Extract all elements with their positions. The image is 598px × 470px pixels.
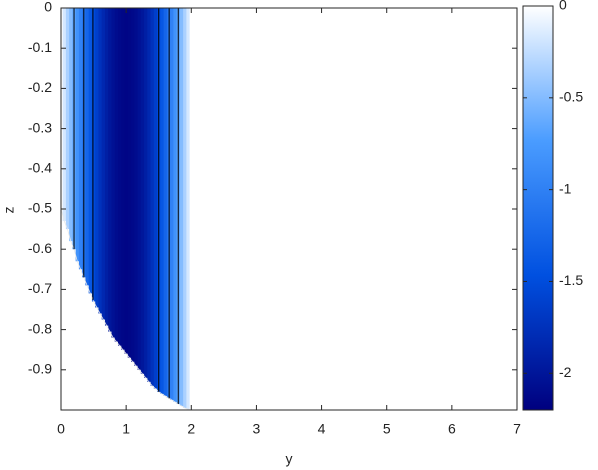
x-tick-label: 4 <box>318 421 326 437</box>
x-tick-label: 3 <box>253 421 261 437</box>
x-tick-label: 5 <box>383 421 391 437</box>
heat-cell <box>124 8 129 354</box>
x-tick-label: 1 <box>122 421 130 437</box>
heat-cell <box>173 8 178 402</box>
heat-cell <box>131 8 135 362</box>
x-tick-label: 0 <box>57 421 65 437</box>
heat-cell <box>98 8 103 314</box>
heat-cell <box>144 8 148 378</box>
heat-cell <box>186 8 191 410</box>
heat-cell <box>62 8 67 222</box>
heat-cell <box>61 8 64 209</box>
x-axis-label: y <box>286 451 293 467</box>
y-tick-label: -0.7 <box>28 280 52 296</box>
heat-cell <box>78 8 83 270</box>
y-tick-label: -0.5 <box>28 200 52 216</box>
heat-cell <box>75 8 80 262</box>
y-tick-label: -0.4 <box>28 160 52 176</box>
heat-cell <box>160 8 165 394</box>
y-tick-label: -0.6 <box>28 240 52 256</box>
heat-cell <box>85 8 90 286</box>
colorbar <box>522 5 554 411</box>
heat-cell <box>137 8 142 370</box>
heat-cell <box>163 8 168 396</box>
heat-cell <box>170 8 174 400</box>
colorbar-tick-label: -1.5 <box>559 272 583 288</box>
y-tick-label: -0.3 <box>28 119 52 135</box>
y-tick-label: -0.2 <box>28 79 52 95</box>
heat-cell <box>179 8 184 406</box>
heat-cell <box>104 8 109 326</box>
heat-cell <box>189 8 192 410</box>
heat-cell <box>118 8 122 346</box>
x-tick-label: 7 <box>513 421 521 437</box>
heat-cell <box>183 8 187 408</box>
heat-cell <box>95 8 100 308</box>
heat-cell <box>147 8 152 382</box>
x-tick-label: 6 <box>448 421 456 437</box>
heat-cell <box>121 8 126 350</box>
heat-cell <box>153 8 158 389</box>
heat-cell <box>150 8 155 386</box>
y-axis-label: z <box>1 207 17 214</box>
y-tick-label: 0 <box>44 0 52 15</box>
y-tick-label: -0.8 <box>28 320 52 336</box>
domain-boundary <box>60 208 192 411</box>
x-tick-label: 2 <box>187 421 195 437</box>
colorbar-tick-label: -0.5 <box>559 89 583 105</box>
heat-cell <box>91 8 96 302</box>
heat-cell <box>114 8 119 342</box>
heat-cell <box>88 8 93 294</box>
y-tick-label: -0.9 <box>28 361 52 377</box>
colorbar-tick-label: 0 <box>559 0 567 13</box>
heat-cell <box>134 8 139 366</box>
y-tick-label: -0.1 <box>28 39 52 55</box>
colorbar-tick-label: -2 <box>559 364 572 380</box>
heat-cell <box>111 8 116 338</box>
heat-cell <box>140 8 145 374</box>
heat-cell <box>69 8 73 242</box>
heat-cell <box>108 8 113 332</box>
colorbar-tick-label: -1 <box>559 180 572 196</box>
heat-cell <box>127 8 132 358</box>
heat-cell <box>65 8 70 230</box>
heat-cell <box>101 8 106 320</box>
